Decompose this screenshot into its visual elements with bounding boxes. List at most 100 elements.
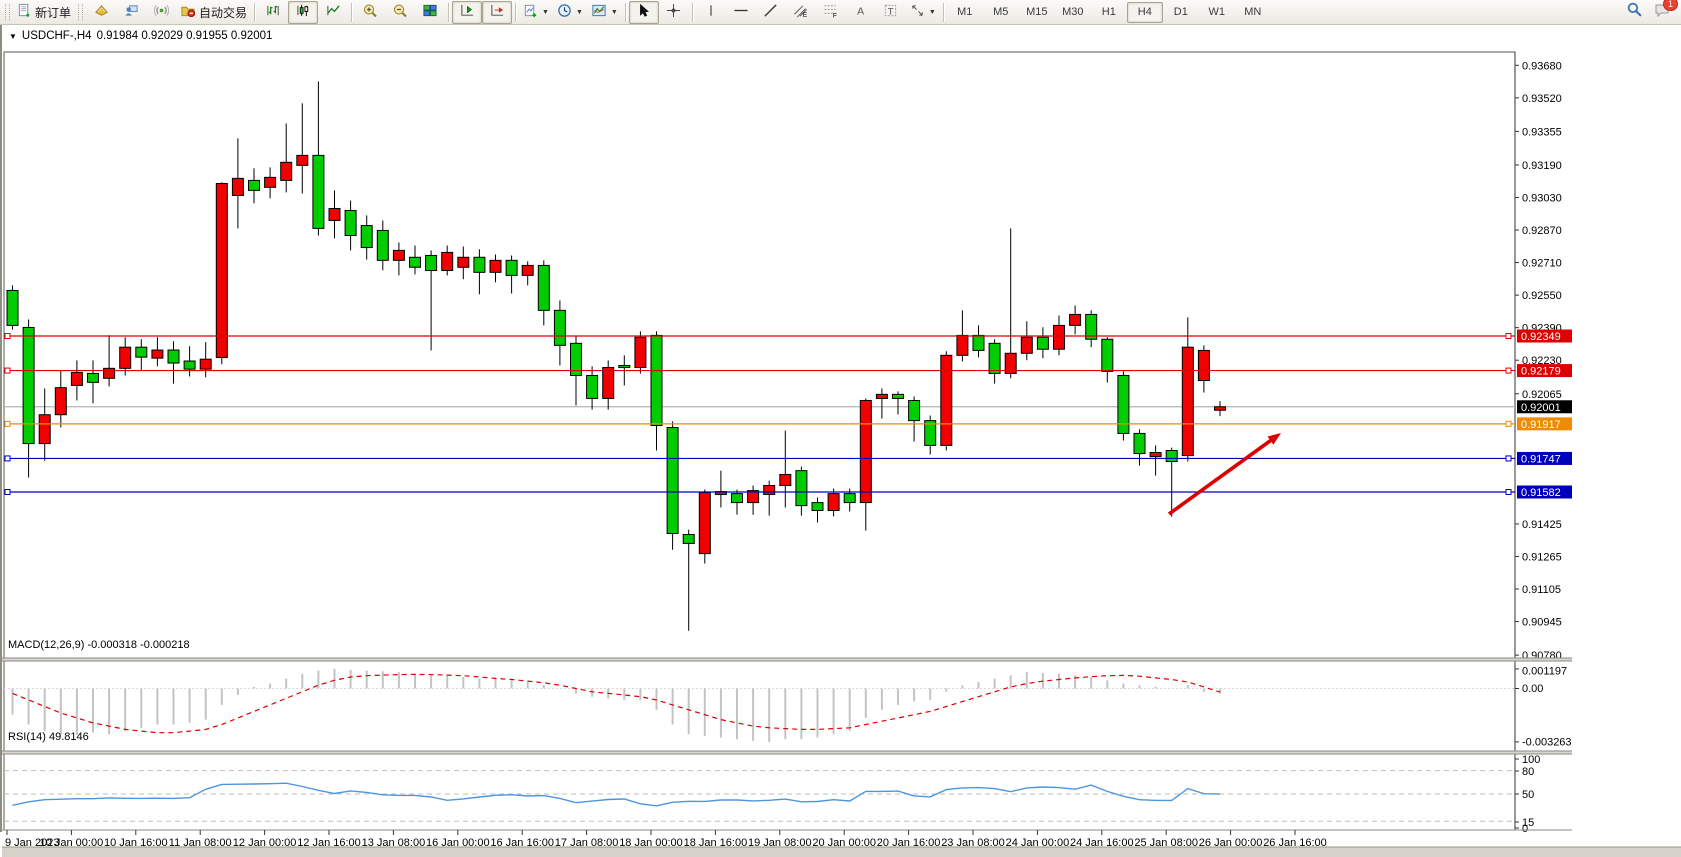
- bar-chart-mode-button[interactable]: [258, 1, 288, 24]
- candle-body[interactable]: [618, 364, 631, 369]
- candle-body[interactable]: [1197, 349, 1210, 382]
- candle-body[interactable]: [38, 414, 51, 445]
- horizontal-line-tool-button[interactable]: [726, 1, 756, 24]
- candle-body[interactable]: [425, 254, 438, 272]
- level-handle[interactable]: [1505, 455, 1512, 462]
- candle-body[interactable]: [1181, 346, 1194, 457]
- candle-body[interactable]: [859, 399, 872, 504]
- level-handle[interactable]: [4, 489, 11, 496]
- line-chart-mode-button[interactable]: [318, 1, 348, 24]
- level-handle[interactable]: [4, 455, 11, 462]
- zoom-out-button[interactable]: [385, 1, 415, 24]
- candle-body[interactable]: [795, 470, 808, 507]
- candle-body[interactable]: [6, 289, 19, 326]
- candle-body[interactable]: [1101, 338, 1114, 372]
- candle-body[interactable]: [376, 229, 389, 261]
- candle-body[interactable]: [1020, 336, 1033, 354]
- cursor-tool-button[interactable]: [628, 0, 659, 24]
- candle-body[interactable]: [1149, 452, 1162, 458]
- candle-body[interactable]: [87, 372, 99, 383]
- toolbar-grip[interactable]: [78, 3, 84, 21]
- candle-body[interactable]: [875, 393, 888, 399]
- candle-body[interactable]: [441, 251, 454, 272]
- candle-body[interactable]: [103, 367, 116, 379]
- candle-body[interactable]: [1133, 432, 1146, 455]
- timeframe-button-h4[interactable]: H4: [1126, 1, 1163, 23]
- candle-body[interactable]: [731, 493, 743, 504]
- candle-body[interactable]: [183, 360, 196, 370]
- candle-body[interactable]: [747, 490, 760, 504]
- auto-scroll-button[interactable]: [482, 0, 513, 24]
- timeframe-button-w1[interactable]: W1: [1208, 6, 1226, 18]
- candle-body[interactable]: [1165, 450, 1178, 462]
- timeframe-button-m1[interactable]: M1: [957, 6, 973, 18]
- trend-arrow-annotation[interactable]: [1167, 433, 1281, 516]
- candle-body[interactable]: [972, 334, 985, 351]
- level-handle[interactable]: [1505, 367, 1512, 374]
- search-icon[interactable]: [1626, 1, 1643, 23]
- candle-body[interactable]: [54, 387, 67, 416]
- level-handle[interactable]: [4, 420, 11, 427]
- candle-body[interactable]: [167, 349, 180, 364]
- candle-body[interactable]: [666, 427, 679, 534]
- candle-body[interactable]: [312, 154, 325, 229]
- tile-windows-button[interactable]: [415, 1, 445, 24]
- candle-body[interactable]: [231, 177, 244, 196]
- chart-shift-button[interactable]: [452, 0, 483, 24]
- timeframe-button-d1[interactable]: D1: [1173, 6, 1188, 18]
- timeframe-button-m5[interactable]: M5: [993, 6, 1009, 18]
- candle-body[interactable]: [553, 309, 566, 346]
- candle-body[interactable]: [956, 334, 969, 356]
- candle-body[interactable]: [215, 182, 228, 359]
- candle-body[interactable]: [537, 264, 550, 311]
- candle-body[interactable]: [940, 354, 953, 446]
- price-level-line[interactable]: [4, 367, 1515, 374]
- candle-body[interactable]: [843, 493, 856, 504]
- candle-body[interactable]: [908, 399, 921, 422]
- candle-body[interactable]: [827, 493, 840, 512]
- candle-body[interactable]: [1069, 313, 1082, 326]
- arrows-tool-button[interactable]: ▼: [906, 1, 940, 24]
- candle-body[interactable]: [264, 176, 277, 188]
- candle-body[interactable]: [199, 358, 212, 370]
- toolbar-grip[interactable]: [5, 3, 10, 21]
- candle-body[interactable]: [1036, 336, 1049, 350]
- timeframe-button-h1[interactable]: H1: [1101, 6, 1116, 18]
- market-button[interactable]: [86, 1, 116, 24]
- candle-body[interactable]: [473, 256, 486, 273]
- candle-body[interactable]: [763, 484, 776, 495]
- candle-body[interactable]: [296, 154, 309, 166]
- candle-body[interactable]: [409, 256, 421, 268]
- price-level-line[interactable]: [4, 333, 1515, 339]
- candle-body[interactable]: [1117, 374, 1130, 434]
- candle-body[interactable]: [521, 264, 534, 276]
- candle-body[interactable]: [344, 210, 357, 237]
- candle-body[interactable]: [505, 259, 518, 276]
- pane-splitter[interactable]: [2, 751, 1572, 754]
- candle-body[interactable]: [70, 371, 83, 386]
- price-level-line[interactable]: [4, 455, 1515, 462]
- candle-body[interactable]: [22, 326, 35, 445]
- candle-body[interactable]: [135, 346, 148, 358]
- candle-body[interactable]: [988, 342, 1001, 374]
- timeframe-button-m30[interactable]: M30: [1062, 6, 1084, 18]
- candle-body[interactable]: [328, 207, 341, 221]
- level-handle[interactable]: [4, 367, 11, 374]
- candle-body[interactable]: [1085, 313, 1098, 340]
- trendline-tool-button[interactable]: [756, 1, 786, 24]
- pane-splitter[interactable]: [2, 658, 1572, 661]
- candle-body[interactable]: [489, 259, 502, 273]
- candle-body[interactable]: [1053, 324, 1065, 350]
- signal-button[interactable]: [146, 1, 176, 24]
- level-handle[interactable]: [1505, 333, 1512, 339]
- candlestick-mode-button[interactable]: [288, 0, 319, 24]
- candle-body[interactable]: [119, 346, 132, 369]
- price-level-line[interactable]: [4, 489, 1515, 496]
- candlestick-series[interactable]: [6, 81, 1226, 631]
- candle-body[interactable]: [682, 534, 695, 544]
- vertical-line-tool-button[interactable]: [696, 1, 726, 24]
- channel-tool-button[interactable]: E: [786, 1, 816, 24]
- candle-body[interactable]: [457, 256, 470, 268]
- candle-body[interactable]: [602, 367, 615, 399]
